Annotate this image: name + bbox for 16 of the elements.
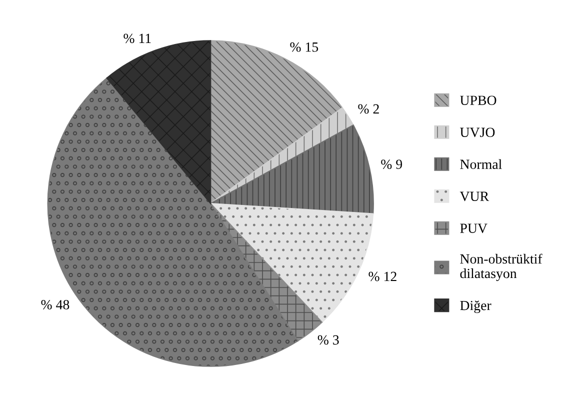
legend-label: Diğer <box>460 300 492 314</box>
legend-label: UVJO <box>460 128 495 138</box>
legend-label: Normal <box>460 159 502 170</box>
legend-label: PUV <box>460 224 488 234</box>
pie-slice <box>210 107 354 204</box>
pie-slice <box>210 40 343 204</box>
data-label: % 9 <box>381 160 402 170</box>
data-label: % 3 <box>318 335 339 345</box>
data-label: % 12 <box>368 272 396 282</box>
data-label: % 2 <box>358 104 379 114</box>
data-label: % 48 <box>41 300 70 310</box>
legend-label: VUR <box>460 192 490 202</box>
data-label: % 11 <box>124 34 151 44</box>
data-label: % 15 <box>290 42 318 52</box>
legend-label: Non-obstrüktif dilatasyon <box>460 254 542 282</box>
legend-label: UPBO <box>460 96 496 106</box>
